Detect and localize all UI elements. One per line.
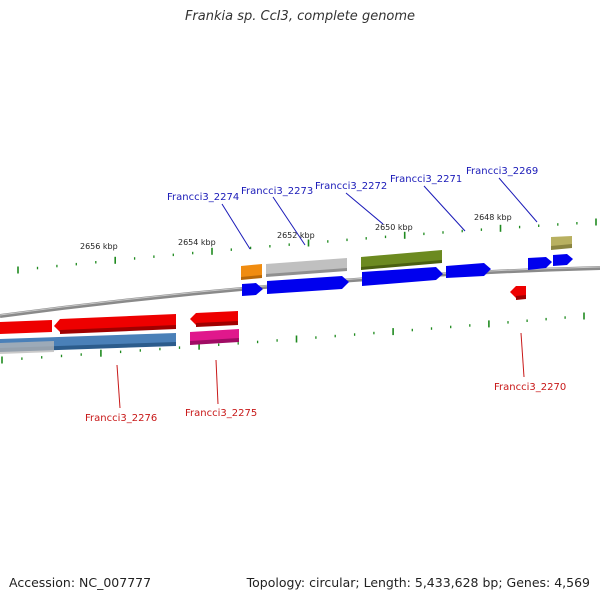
gene-label-francci3-2274[interactable]: Francci3_2274 — [167, 192, 239, 203]
gene-label-francci3-2269[interactable]: Francci3_2269 — [466, 166, 538, 177]
feature-francci3-2275[interactable] — [190, 329, 239, 345]
cds-arrow[interactable] — [362, 267, 443, 286]
feature-francci3-2276-red[interactable] — [0, 314, 176, 334]
scale-label: 2654 kbp — [178, 238, 216, 247]
gene-label-francci3-2270[interactable]: Francci3_2270 — [494, 382, 566, 393]
scale-label: 2656 kbp — [80, 242, 118, 251]
gene-label-francci3-2272[interactable]: Francci3_2272 — [315, 181, 387, 192]
scale-ticks-outer — [17, 218, 597, 274]
leader-line — [345, 192, 384, 225]
cds-arrow[interactable] — [446, 263, 491, 278]
scale-label: 2648 kbp — [474, 213, 512, 222]
cds-arrow[interactable] — [553, 254, 573, 266]
scale-ticks-inner — [1, 312, 585, 364]
leader-line — [272, 196, 306, 246]
scale-label: 2650 kbp — [375, 223, 413, 232]
gene-label-francci3-2273[interactable]: Francci3_2273 — [241, 186, 313, 197]
leader-line — [520, 332, 525, 378]
feature-orange[interactable] — [241, 264, 262, 280]
gene-label-francci3-2276[interactable]: Francci3_2276 — [85, 413, 157, 424]
feature-francci3-2276[interactable] — [0, 333, 176, 354]
feature-francci3-2269-khaki[interactable] — [551, 236, 572, 250]
gene-label-francci3-2275[interactable]: Francci3_2275 — [185, 408, 257, 419]
feature-francci3-2273[interactable] — [266, 258, 347, 277]
cds-arrow[interactable] — [528, 257, 552, 270]
accession-text: Accession: NC_007777 — [9, 575, 152, 590]
cds-arrow[interactable] — [242, 283, 263, 296]
map-title: Frankia sp. CcI3, complete genome — [184, 9, 416, 24]
leader-line — [221, 203, 251, 250]
leader-line — [498, 177, 538, 223]
feature-francci3-2270[interactable] — [510, 286, 526, 300]
leader-line — [116, 364, 121, 409]
leader-line — [215, 359, 219, 405]
cds-arrow[interactable] — [267, 276, 349, 294]
genome-summary: Topology: circular; Length: 5,433,628 bp… — [246, 575, 590, 590]
scale-label: 2652 kbp — [277, 231, 315, 240]
gene-label-francci3-2271[interactable]: Francci3_2271 — [390, 174, 462, 185]
feature-francci3-2272[interactable] — [361, 250, 442, 270]
leader-line — [423, 185, 466, 232]
feature-francci3-2275-red[interactable] — [190, 311, 238, 327]
